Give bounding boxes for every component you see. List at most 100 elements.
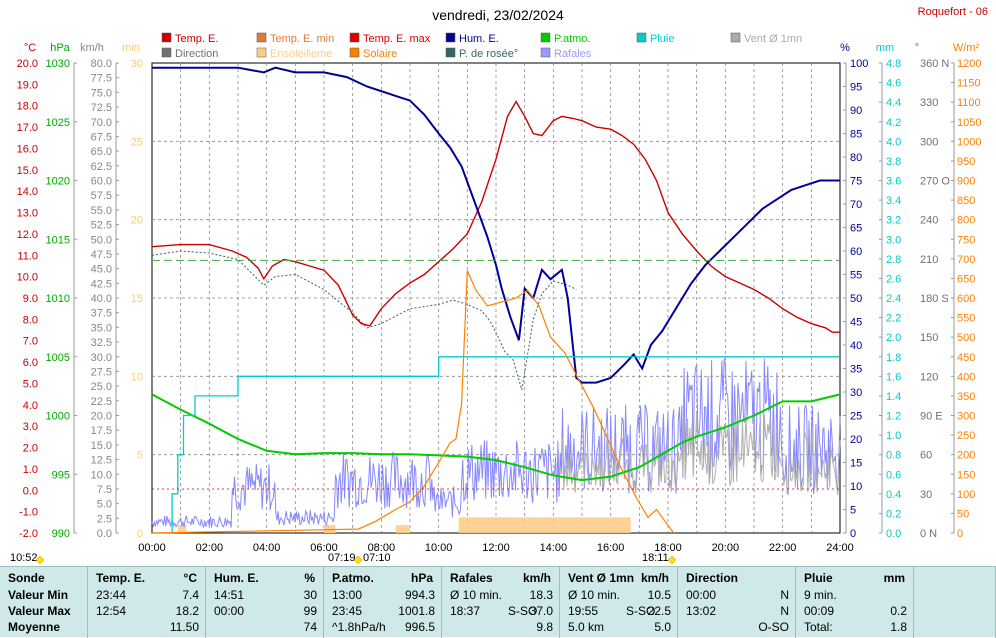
tick-label-wind: 5.0 [97, 499, 112, 511]
tick-label-press: 1010 [46, 293, 70, 305]
series-pluie [152, 356, 840, 534]
tick-label-hum: 100 [850, 58, 868, 70]
stats-row: Ø 10 min. 18.3 [442, 587, 559, 603]
tick-label-hum: 50 [850, 293, 862, 305]
tick-label-dir: 360 N [920, 58, 949, 70]
stats-header: Direction [686, 571, 739, 585]
tick-label-dir: 120 [920, 371, 938, 383]
axis-unit-press: hPa [50, 42, 70, 54]
legend-label: Direction [175, 48, 218, 60]
tick-label-wind: 25.0 [91, 381, 112, 393]
tick-label-wind: 67.5 [91, 131, 112, 143]
weather-chart: vendredi, 23/02/2024 Roquefort - 06 Temp… [10, 6, 988, 565]
tick-label-hum: 20 [850, 434, 862, 446]
axis-unit-rain: mm [876, 42, 894, 54]
tick-label-wind: 72.5 [91, 102, 112, 114]
tick-label-wind: 52.5 [91, 220, 112, 232]
marker-left-time: 10:52 [10, 552, 38, 564]
tick-label-wind: 57.5 [91, 190, 112, 202]
tick-label-rain: 2.4 [886, 293, 901, 305]
tick-label-hum: 70 [850, 199, 862, 211]
legend-label: Temp. E. max [363, 33, 431, 45]
tick-label-wind: 42.5 [91, 278, 112, 290]
tick-label-dir: 60 [920, 450, 932, 462]
tick-label-dir: 330 [920, 97, 938, 109]
time-tick: 14:00 [540, 542, 568, 554]
stats-value: 10.5 [647, 588, 671, 602]
legend-label: Rafales [554, 48, 592, 60]
axis-unit-wind: km/h [80, 42, 104, 54]
tick-label-wind: 45.0 [91, 264, 112, 276]
tick-label-solar: 550 [957, 313, 975, 325]
stats-row: 13:00 994.3 [324, 587, 441, 603]
legend-label: Solaire [363, 48, 397, 60]
stats-row: 00:00 N [678, 587, 795, 603]
stats-row: Valeur Max [0, 603, 87, 619]
stats-value: 9.8 [536, 620, 553, 634]
tick-label-temp: 12.0 [17, 229, 38, 241]
tick-label-solar: 1100 [957, 97, 981, 109]
stats-time: 19:55 [568, 604, 599, 618]
tick-label-temp: 10.0 [17, 272, 38, 284]
stats-row: 19:55 S-SO 22.5 [560, 603, 677, 619]
tick-label-wind: 80.0 [91, 58, 112, 70]
tick-label-wind: 37.5 [91, 308, 112, 320]
time-tick: 06:00 [310, 542, 338, 554]
stats-value: 18.2 [175, 604, 199, 618]
stats-unit: km/h [640, 571, 669, 585]
legend-swatch [256, 47, 267, 58]
tick-label-temp: -1.0 [19, 507, 38, 519]
stats-value: 1.8 [890, 620, 907, 634]
stats-time: 9 min. [804, 588, 837, 602]
tick-label-rain: 0.0 [886, 528, 901, 540]
tick-label-rain: 0.6 [886, 469, 901, 481]
stats-value: 5.0 [654, 620, 671, 634]
sunshine-bar [458, 517, 631, 533]
time-tick: 10:00 [425, 542, 453, 554]
tick-label-wind: 22.5 [91, 396, 112, 408]
stats-time: 23:44 [96, 588, 127, 602]
stats-label: Valeur Max [8, 604, 71, 618]
stats-header-row: Hum. E.% [206, 570, 323, 586]
stats-row: 23:44 7.4 [88, 587, 205, 603]
tick-label-solar: 950 [957, 156, 975, 168]
tick-label-solar: 900 [957, 176, 975, 188]
sun-icon [353, 555, 363, 565]
tick-label-press: 1005 [46, 352, 70, 364]
tick-label-wind: 47.5 [91, 249, 112, 261]
tick-label-wind: 55.0 [91, 205, 112, 217]
stats-col: P.atmo. hPa 13:00 994.3 23:45 1001.8 ^1.8hPa/h… [324, 567, 442, 638]
sunshine-bar [177, 525, 187, 533]
stats-row: Total: 1.8 [796, 619, 913, 635]
tick-label-rain: 1.6 [886, 371, 901, 383]
tick-label-solar: 600 [957, 293, 975, 305]
stats-col: Hum. E.% 14:51 30 00:00 99 74 [206, 567, 324, 638]
tick-label-rain: 2.6 [886, 273, 901, 285]
marker-sunrise-2: 07:10 [363, 552, 391, 564]
tick-label-min: 10 [131, 371, 143, 383]
series-temp-e- [151, 100, 840, 333]
stats-row: 9.8 [442, 619, 559, 635]
tick-label-wind: 27.5 [91, 366, 112, 378]
tick-label-solar: 100 [957, 489, 975, 501]
stats-col: Rafales km/h Ø 10 min. 18.3 18:37 S-SO 37.0 9.8 [442, 567, 560, 638]
tick-label-wind: 10.0 [91, 469, 112, 481]
gust-series [151, 358, 841, 529]
stats-header-row: Pluie mm [796, 570, 913, 586]
stats-row: Moyenne [0, 619, 87, 635]
tick-label-wind: 40.0 [91, 293, 112, 305]
tick-label-temp: 3.0 [23, 421, 38, 433]
stats-row: 14:51 30 [206, 587, 323, 603]
time-axis: 00:00 02:00 04:00 06:00 08:00 10:00 12:00 14:00… [138, 542, 854, 554]
stats-time: Ø 10 min. [568, 588, 621, 602]
legend-swatch [730, 32, 741, 43]
tick-label-temp: 19.0 [17, 79, 38, 91]
stats-header-row: Direction [678, 570, 795, 586]
tick-label-hum: 95 [850, 82, 862, 94]
tick-label-rain: 2.2 [886, 313, 901, 325]
tick-label-solar: 500 [957, 332, 975, 344]
sunshine-bar [395, 525, 410, 533]
tick-label-wind: 12.5 [91, 455, 112, 467]
sun-icon [35, 555, 45, 565]
stats-value: 996.5 [404, 620, 435, 634]
